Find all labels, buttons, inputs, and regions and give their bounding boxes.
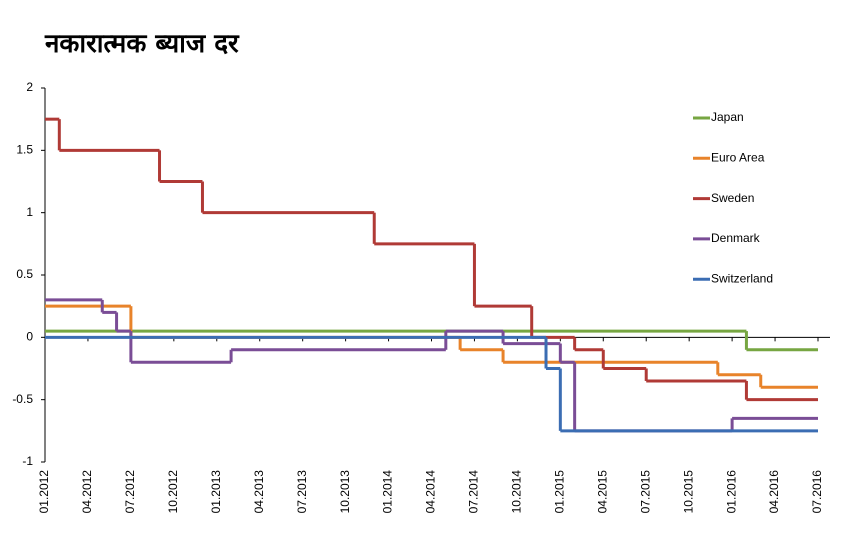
x-tick-label: 01.2014	[381, 470, 395, 514]
x-tick-label: 07.2014	[467, 470, 481, 514]
x-tick-label: 10.2014	[510, 470, 524, 514]
y-tick-label: 0.5	[16, 267, 33, 281]
x-tick-label: 04.2014	[424, 470, 438, 514]
legend-label: Euro Area	[711, 150, 765, 164]
y-tick-label: -0.5	[12, 392, 33, 406]
legend-label: Switzerland	[711, 271, 773, 285]
x-tick-label: 04.2016	[767, 470, 781, 514]
x-tick-label: 10.2012	[166, 470, 180, 514]
x-tick-label: 07.2012	[123, 470, 137, 514]
legend-label: Denmark	[711, 231, 761, 245]
y-tick-label: 1.5	[16, 143, 33, 157]
legend-label: Japan	[711, 110, 744, 124]
legend-label: Sweden	[711, 191, 754, 205]
y-tick-label: -1	[22, 454, 33, 468]
y-tick-label: 1	[26, 205, 33, 219]
y-tick-label: 2	[26, 80, 33, 94]
x-tick-label: 04.2015	[595, 470, 609, 514]
x-tick-label: 01.2016	[724, 470, 738, 514]
x-tick-label: 07.2016	[810, 470, 824, 514]
x-tick-label: 01.2015	[553, 470, 567, 514]
x-tick-label: 10.2013	[338, 470, 352, 514]
x-tick-label: 07.2013	[295, 470, 309, 514]
chart-title: नकारात्मक ब्याज दर	[44, 29, 240, 59]
x-tick-label: 01.2013	[209, 470, 223, 514]
y-tick-label: 0	[26, 330, 33, 344]
x-tick-label: 10.2015	[681, 470, 695, 514]
x-tick-label: 04.2013	[252, 470, 266, 514]
x-tick-label: 01.2012	[37, 470, 51, 514]
x-tick-label: 04.2012	[80, 470, 94, 514]
x-tick-label: 07.2015	[638, 470, 652, 514]
